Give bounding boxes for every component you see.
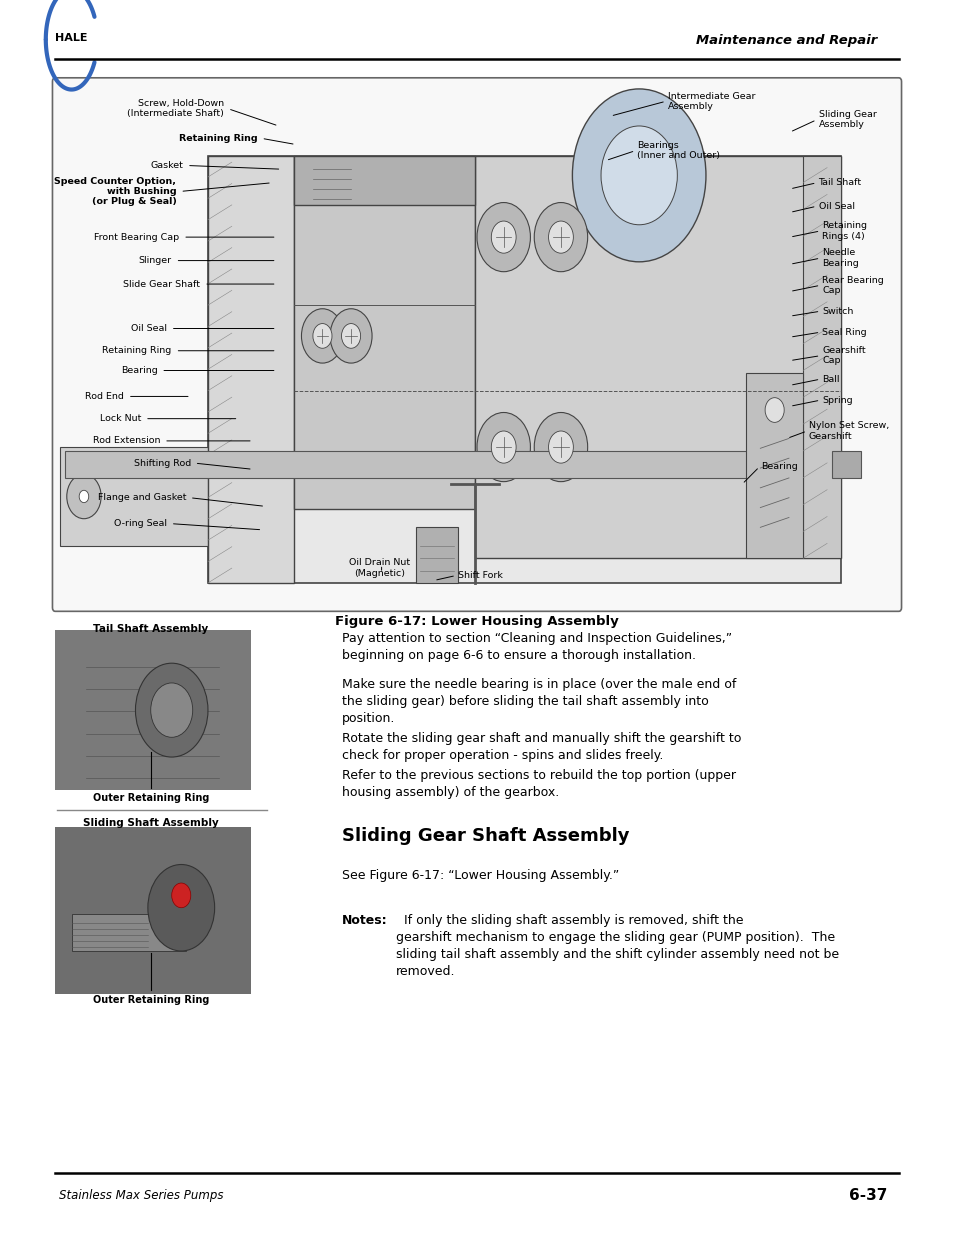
Circle shape bbox=[148, 864, 214, 951]
Text: Rotate the sliding gear shaft and manually shift the gearshift to
check for prop: Rotate the sliding gear shaft and manual… bbox=[341, 732, 740, 762]
Bar bbox=[802, 156, 841, 558]
Text: Figure 6-17: Lower Housing Assembly: Figure 6-17: Lower Housing Assembly bbox=[335, 615, 618, 629]
Text: Oil Drain Nut
(Magnetic): Oil Drain Nut (Magnetic) bbox=[349, 558, 410, 578]
Text: Lock Nut: Lock Nut bbox=[100, 414, 141, 424]
Text: Retaining
Rings (4): Retaining Rings (4) bbox=[821, 221, 866, 241]
Circle shape bbox=[548, 221, 573, 253]
Circle shape bbox=[534, 203, 587, 272]
Bar bbox=[208, 156, 841, 583]
Text: Sliding Gear
Assembly: Sliding Gear Assembly bbox=[818, 110, 876, 130]
Bar bbox=[65, 451, 793, 478]
Text: Bearings
(Inner and Outer): Bearings (Inner and Outer) bbox=[637, 141, 720, 161]
Text: Shifting Rod: Shifting Rod bbox=[133, 458, 191, 468]
Text: Retaining Ring: Retaining Ring bbox=[102, 346, 172, 356]
Text: Tail Shaft Assembly: Tail Shaft Assembly bbox=[93, 624, 208, 634]
Text: Needle
Bearing: Needle Bearing bbox=[821, 248, 859, 268]
Circle shape bbox=[548, 431, 573, 463]
Circle shape bbox=[534, 412, 587, 482]
Text: Bearing: Bearing bbox=[120, 366, 157, 375]
Circle shape bbox=[79, 490, 89, 503]
Bar bbox=[60, 447, 208, 546]
Text: Outer Retaining Ring: Outer Retaining Ring bbox=[92, 793, 209, 803]
Circle shape bbox=[600, 126, 677, 225]
Bar bbox=[208, 156, 294, 583]
Text: Speed Counter Option,
with Bushing
(or Plug & Seal): Speed Counter Option, with Bushing (or P… bbox=[54, 177, 176, 206]
Circle shape bbox=[764, 398, 783, 422]
Text: Sliding Shaft Assembly: Sliding Shaft Assembly bbox=[83, 818, 218, 827]
Circle shape bbox=[491, 431, 516, 463]
Text: Refer to the previous sections to rebuild the top portion (upper
housing assembl: Refer to the previous sections to rebuil… bbox=[341, 769, 735, 799]
Text: Rear Bearing
Cap: Rear Bearing Cap bbox=[821, 275, 883, 295]
Text: Screw, Hold-Down
(Intermediate Shaft): Screw, Hold-Down (Intermediate Shaft) bbox=[127, 99, 224, 119]
Bar bbox=[745, 373, 802, 558]
Text: Outer Retaining Ring: Outer Retaining Ring bbox=[92, 995, 209, 1005]
Text: Seal Ring: Seal Ring bbox=[821, 327, 866, 337]
Bar bbox=[831, 451, 860, 478]
Bar bbox=[416, 527, 457, 583]
Text: Notes:: Notes: bbox=[341, 914, 387, 927]
Text: Slinger: Slinger bbox=[138, 256, 172, 266]
Circle shape bbox=[313, 324, 332, 348]
Text: 6-37: 6-37 bbox=[848, 1188, 886, 1203]
Circle shape bbox=[172, 883, 191, 908]
Circle shape bbox=[491, 221, 516, 253]
Text: Rod End: Rod End bbox=[85, 391, 124, 401]
Bar bbox=[294, 156, 475, 509]
Text: Maintenance and Repair: Maintenance and Repair bbox=[696, 35, 877, 47]
Circle shape bbox=[135, 663, 208, 757]
Text: Gasket: Gasket bbox=[151, 161, 183, 170]
Bar bbox=[475, 156, 841, 558]
Bar bbox=[55, 827, 251, 994]
Text: Tail Shaft: Tail Shaft bbox=[818, 178, 861, 188]
Text: Switch: Switch bbox=[821, 306, 853, 316]
Circle shape bbox=[572, 89, 705, 262]
Text: If only the sliding shaft assembly is removed, shift the
gearshift mechanism to : If only the sliding shaft assembly is re… bbox=[395, 914, 838, 978]
Text: Slide Gear Shaft: Slide Gear Shaft bbox=[123, 279, 200, 289]
Text: Flange and Gasket: Flange and Gasket bbox=[97, 493, 186, 503]
Circle shape bbox=[151, 683, 193, 737]
Text: Gearshift
Cap: Gearshift Cap bbox=[821, 346, 865, 366]
Text: Front Bearing Cap: Front Bearing Cap bbox=[94, 232, 179, 242]
Text: HALE: HALE bbox=[55, 33, 88, 43]
Text: Oil Seal: Oil Seal bbox=[131, 324, 167, 333]
Circle shape bbox=[341, 324, 360, 348]
FancyBboxPatch shape bbox=[52, 78, 901, 611]
Text: Sliding Gear Shaft Assembly: Sliding Gear Shaft Assembly bbox=[341, 827, 628, 846]
Text: Make sure the needle bearing is in place (over the male end of
the sliding gear): Make sure the needle bearing is in place… bbox=[341, 678, 735, 725]
Text: Oil Seal: Oil Seal bbox=[818, 201, 854, 211]
Text: Ball: Ball bbox=[821, 374, 839, 384]
Bar bbox=[71, 914, 186, 951]
Text: Rod Extension: Rod Extension bbox=[92, 436, 160, 446]
Circle shape bbox=[301, 309, 343, 363]
Text: Stainless Max Series Pumps: Stainless Max Series Pumps bbox=[59, 1189, 223, 1202]
Circle shape bbox=[330, 309, 372, 363]
Text: Bearing: Bearing bbox=[760, 462, 798, 472]
Circle shape bbox=[476, 203, 530, 272]
Bar bbox=[55, 630, 251, 790]
Text: O-ring Seal: O-ring Seal bbox=[113, 519, 167, 529]
Text: Nylon Set Screw,
Gearshift: Nylon Set Screw, Gearshift bbox=[808, 421, 888, 441]
Circle shape bbox=[67, 474, 101, 519]
Text: Intermediate Gear
Assembly: Intermediate Gear Assembly bbox=[667, 91, 755, 111]
Bar bbox=[294, 156, 475, 205]
Text: See Figure 6-17: “Lower Housing Assembly.”: See Figure 6-17: “Lower Housing Assembly… bbox=[341, 869, 618, 883]
Text: Spring: Spring bbox=[821, 395, 852, 405]
Circle shape bbox=[476, 412, 530, 482]
Text: Shift Fork: Shift Fork bbox=[457, 571, 502, 580]
Text: Retaining Ring: Retaining Ring bbox=[179, 133, 257, 143]
Text: Pay attention to section “Cleaning and Inspection Guidelines,”
beginning on page: Pay attention to section “Cleaning and I… bbox=[341, 632, 731, 662]
